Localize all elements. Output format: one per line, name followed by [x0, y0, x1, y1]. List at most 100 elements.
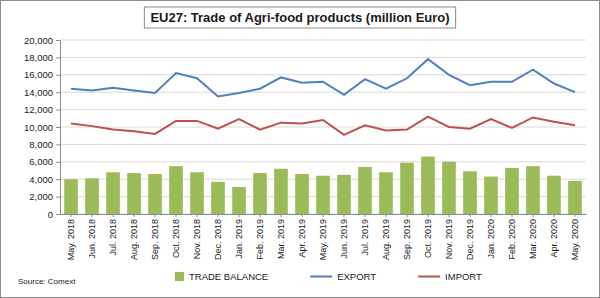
- chart-frame: [1, 1, 600, 298]
- title-group: EU27: Trade of Agri-food products (milli…: [144, 7, 455, 28]
- y-tick-mark: [56, 75, 60, 76]
- y-tick-label: 4,000: [29, 174, 53, 185]
- y-tick-mark: [56, 127, 60, 128]
- x-tick-mark: [385, 214, 386, 217]
- x-axis: May. 2018Jun. 2018Jul. 2018Aug. 2018Sep.…: [61, 214, 587, 260]
- legend: TRADE BALANCEEXPORTIMPORT: [175, 271, 482, 282]
- y-tick: 2,000: [29, 191, 60, 202]
- x-tick: Aug. 2019: [381, 214, 391, 260]
- x-tick-mark: [406, 214, 407, 217]
- chart: EU27: Trade of Agri-food products (milli…: [0, 0, 600, 298]
- x-tick: Apr. 2020: [549, 214, 559, 258]
- x-tick: Sep. 2018: [150, 214, 160, 260]
- x-tick-label: Jun. 2018: [87, 219, 97, 259]
- x-tick-label: Nov. 2019: [444, 219, 454, 259]
- x-tick: Mar. 2020: [528, 214, 538, 259]
- y-tick-label: 16,000: [24, 69, 53, 80]
- x-tick-mark: [176, 214, 177, 217]
- grid-line: [60, 74, 586, 75]
- bar: [526, 166, 540, 214]
- x-tick: Mar. 2019: [276, 214, 286, 259]
- y-tick: 6,000: [29, 156, 60, 167]
- bar: [253, 173, 267, 214]
- x-tick-label: Jul. 2018: [108, 219, 118, 256]
- source: Source: Comext: [18, 277, 76, 286]
- bar: [127, 173, 141, 214]
- y-tick-mark: [56, 197, 60, 198]
- legend-swatch: [175, 272, 184, 281]
- x-tick: Jul. 2018: [108, 214, 118, 256]
- legend-label: TRADE BALANCE: [189, 271, 268, 282]
- bar: [274, 169, 288, 214]
- marks: [64, 59, 582, 214]
- y-tick: 10,000: [24, 122, 60, 133]
- bar: [211, 182, 225, 214]
- x-tick-label: Jan. 2020: [486, 219, 496, 259]
- x-tick-label: Apr. 2020: [549, 219, 559, 258]
- legend-item: TRADE BALANCE: [175, 271, 268, 282]
- bar: [64, 179, 78, 214]
- y-tick-label: 14,000: [24, 87, 53, 98]
- legend-swatch: [418, 276, 440, 278]
- bar: [337, 175, 351, 214]
- y-tick-label: 8,000: [29, 139, 53, 150]
- grid-line: [60, 40, 586, 41]
- x-tick-label: Sep. 2019: [402, 219, 412, 260]
- bar: [547, 176, 561, 214]
- x-tick: Oct. 2018: [171, 214, 181, 258]
- y-tick-label: 10,000: [24, 122, 53, 133]
- x-tick-mark: [239, 214, 240, 217]
- y-tick-mark: [56, 162, 60, 163]
- line: [71, 59, 575, 96]
- y-tick-mark: [56, 92, 60, 93]
- x-tick-mark: [490, 214, 491, 217]
- bar: [169, 166, 183, 214]
- bar: [85, 178, 99, 214]
- bar: [358, 167, 372, 214]
- x-tick-mark: [343, 214, 344, 217]
- x-tick-mark: [553, 214, 554, 217]
- y-axis: 0 2,000 4,000 6,000 8,000 10,000 12,000 14,000 1…: [24, 35, 61, 220]
- bar: [232, 187, 246, 214]
- x-tick-mark: [469, 214, 470, 217]
- x-tick: Jun. 2018: [87, 214, 97, 259]
- x-tick-label: Aug. 2019: [381, 219, 391, 260]
- x-tick-mark: [574, 214, 575, 217]
- x-tick: Feb. 2019: [255, 214, 265, 260]
- legend-item: IMPORT: [418, 271, 482, 282]
- x-tick-label: Dec. 2019: [465, 219, 475, 260]
- x-tick-mark: [113, 214, 114, 217]
- bar: [295, 174, 309, 214]
- legend-swatch: [310, 276, 332, 278]
- bar: [400, 163, 414, 214]
- x-tick: Apr. 2019: [297, 214, 307, 258]
- x-tick-label: Aug. 2018: [129, 219, 139, 260]
- x-tick-mark: [92, 214, 93, 217]
- bar: [442, 162, 456, 214]
- y-tick-mark: [56, 40, 60, 41]
- y-tick-label: 12,000: [24, 104, 53, 115]
- bar: [148, 174, 162, 214]
- x-tick-mark: [364, 214, 365, 217]
- x-tick: Aug. 2018: [129, 214, 139, 260]
- y-tick: 0: [48, 209, 60, 220]
- y-tick-label: 6,000: [29, 156, 53, 167]
- y-tick-mark: [56, 214, 60, 215]
- x-tick: Dec. 2019: [465, 214, 475, 260]
- x-tick-mark: [448, 214, 449, 217]
- y-tick-mark: [56, 179, 60, 180]
- bar: [463, 171, 477, 214]
- bar: [505, 168, 519, 214]
- x-tick-label: Sep. 2018: [150, 219, 160, 260]
- x-tick-label: Jun. 2019: [339, 219, 349, 259]
- bar: [106, 172, 120, 214]
- x-tick-label: May. 2019: [318, 219, 328, 260]
- x-tick: Jan. 2020: [486, 214, 496, 259]
- title-box: [144, 7, 455, 28]
- grid-line: [60, 57, 586, 58]
- legend-label: IMPORT: [445, 271, 482, 282]
- y-tick: 8,000: [29, 139, 60, 150]
- y-tick-label: 20,000: [24, 35, 53, 46]
- x-tick-label: May. 2020: [570, 219, 580, 260]
- x-tick: Jul. 2019: [360, 214, 370, 256]
